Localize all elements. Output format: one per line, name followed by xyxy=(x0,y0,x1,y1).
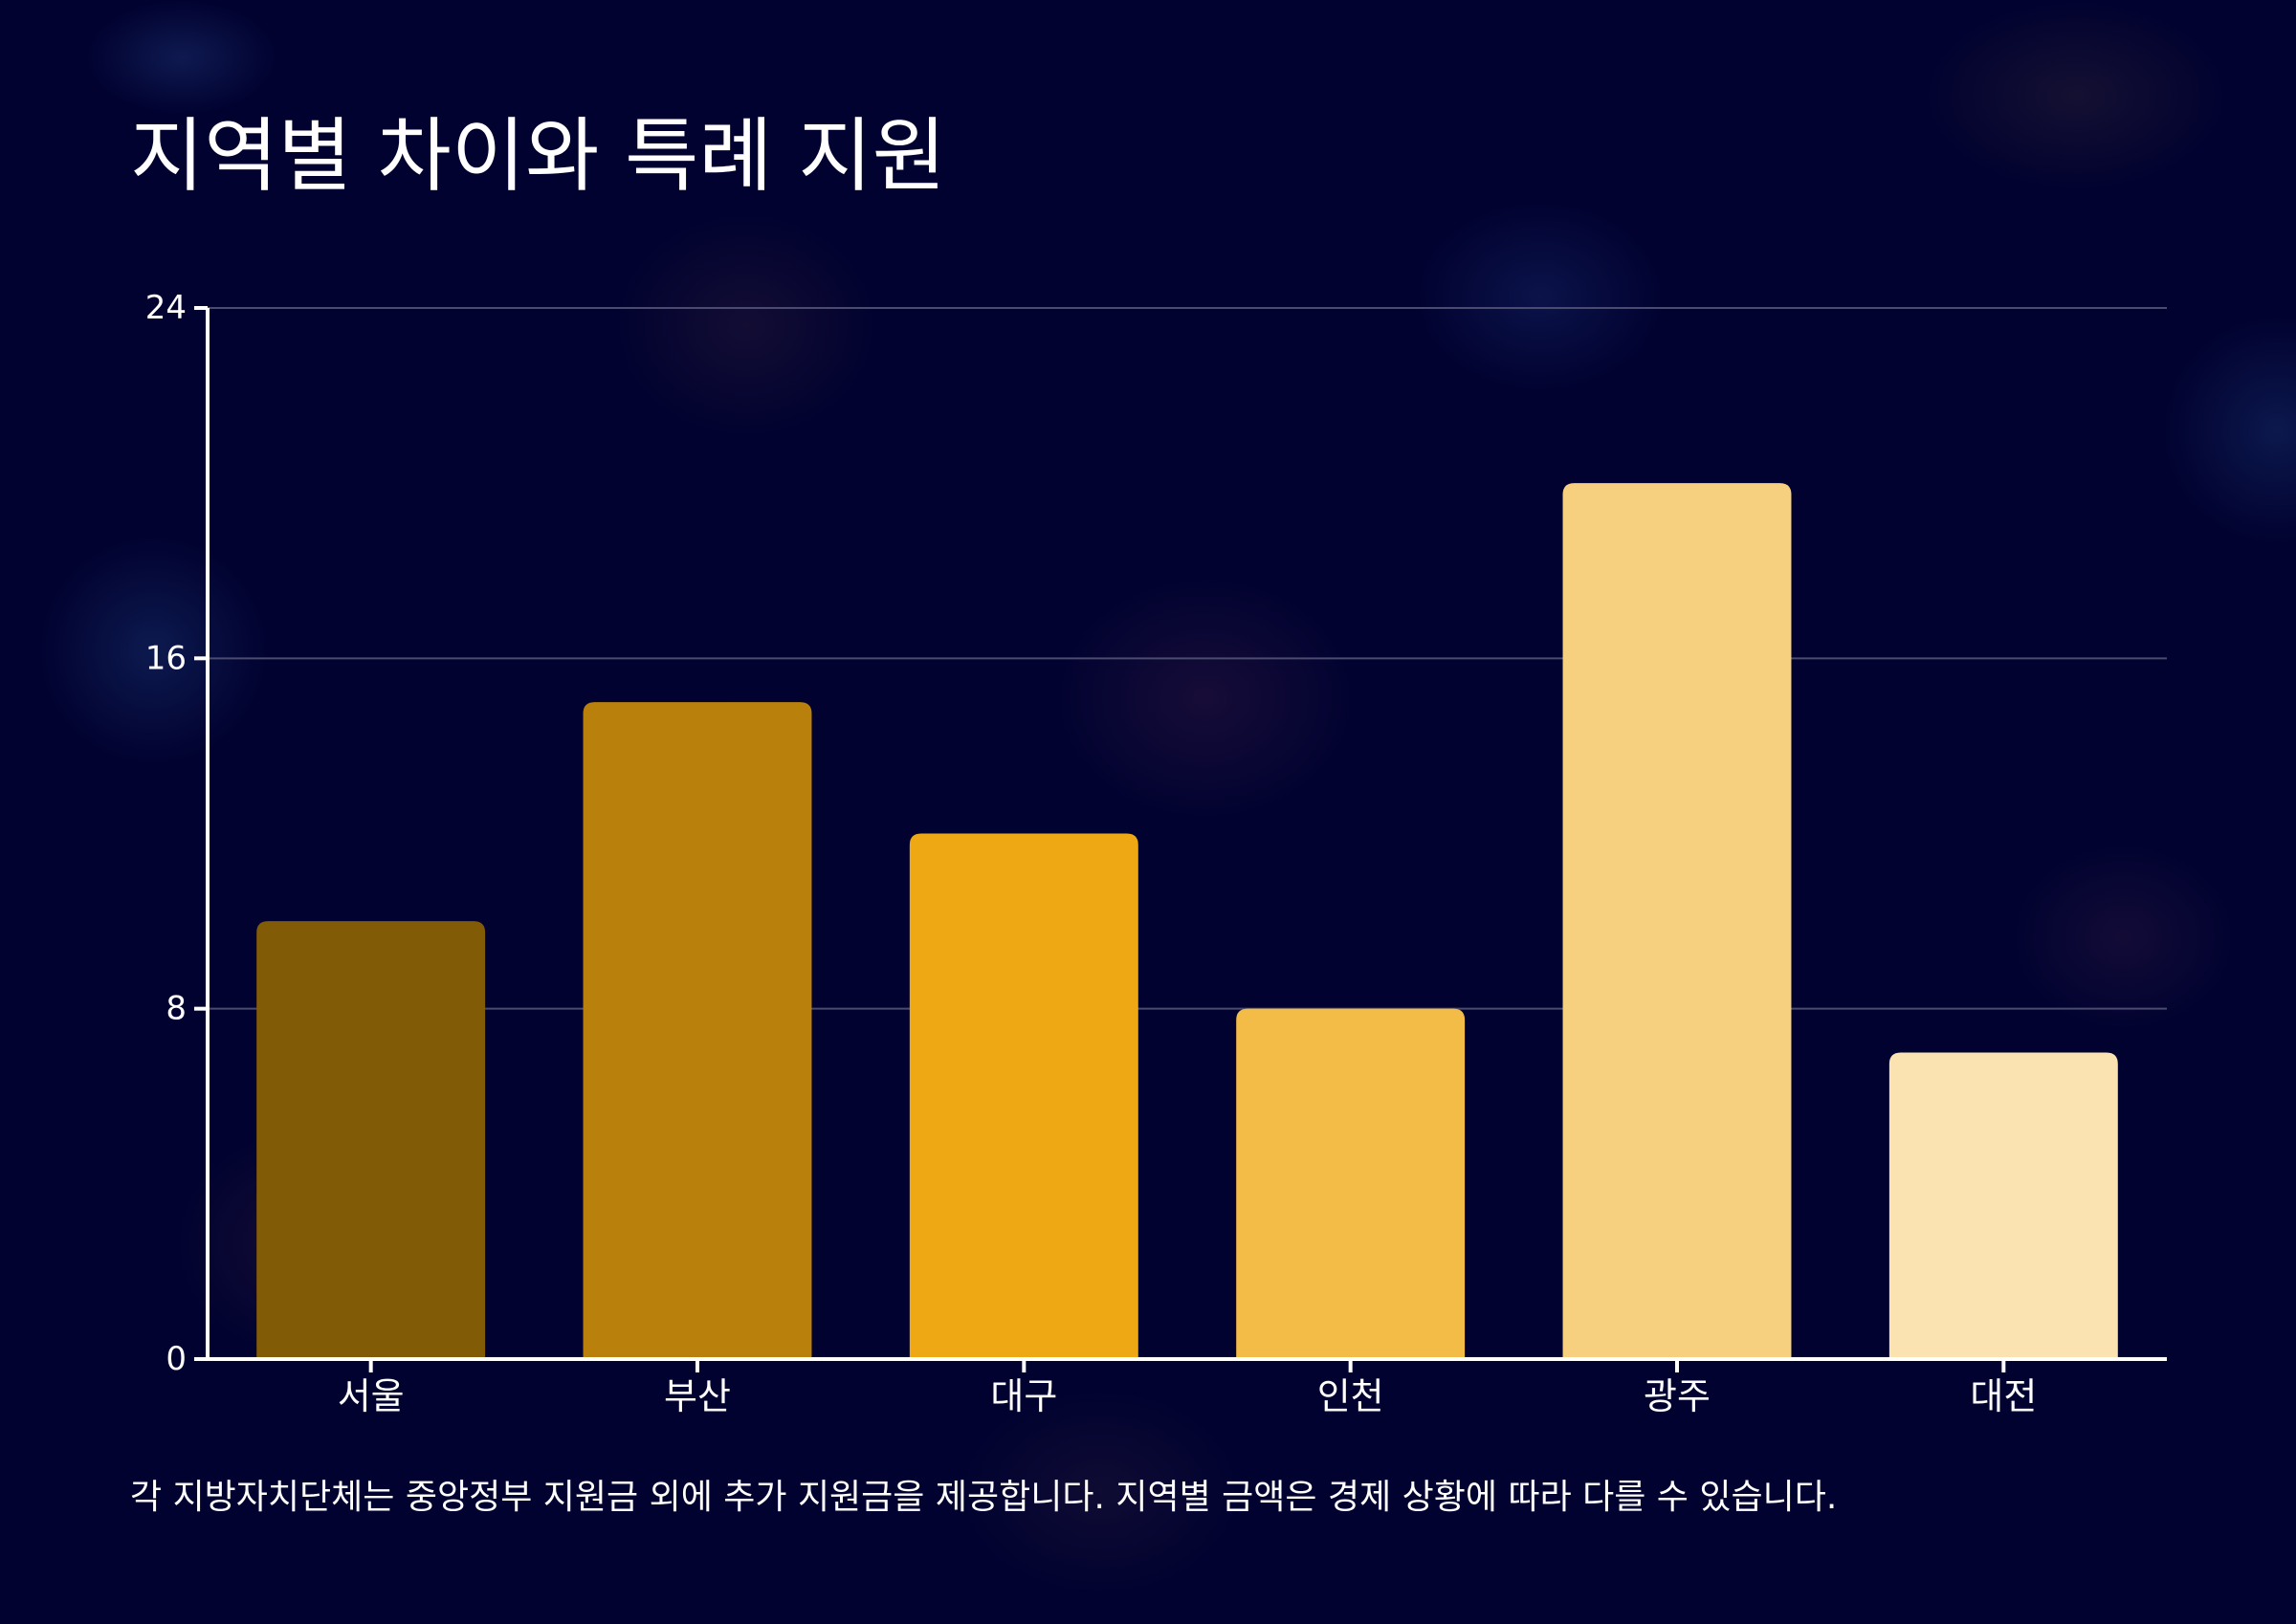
x-tick-label: 서울 xyxy=(338,1375,405,1417)
chart-title: 지역별 차이와 특례 지원 xyxy=(130,109,946,203)
bar-서울 xyxy=(256,921,486,1359)
bar-대구 xyxy=(909,833,1138,1359)
x-tick-label: 광주 xyxy=(1644,1375,1711,1417)
bars xyxy=(256,483,2118,1360)
bar-인천 xyxy=(1236,1008,1466,1359)
gridlines xyxy=(208,307,2167,1010)
x-tick-label: 대전 xyxy=(1970,1375,2037,1417)
bar-대전 xyxy=(1888,1052,2118,1359)
y-tick-label: 16 xyxy=(145,639,187,677)
y-tick-label: 24 xyxy=(145,289,187,327)
bar-부산 xyxy=(583,702,812,1359)
y-tick-label: 8 xyxy=(166,990,187,1028)
chart-caption: 각 지방자치단체는 중앙정부 지원금 외에 추가 지원금을 제공합니다. 지역별… xyxy=(130,1478,1838,1517)
axes: 0 8 16 24 서울 부산 대구 인천 광주 대전 xyxy=(145,289,2167,1417)
y-tick-label: 0 xyxy=(166,1340,187,1378)
x-tick-label: 대구 xyxy=(990,1375,1057,1417)
x-tick-label: 부산 xyxy=(664,1375,731,1417)
bar-광주 xyxy=(1562,483,1792,1360)
x-tick-label: 인천 xyxy=(1317,1375,1384,1417)
